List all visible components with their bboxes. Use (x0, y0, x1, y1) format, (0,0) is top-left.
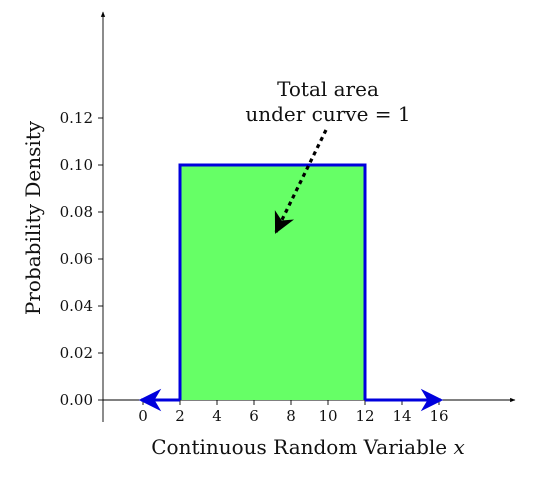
y-tick-label: 0.02 (60, 344, 93, 362)
x-tick-label: 16 (429, 407, 448, 425)
y-tick-label: 0.08 (60, 203, 93, 221)
y-tick-label: 0.04 (60, 297, 93, 315)
annotation-line-2: under curve = 1 (245, 102, 410, 126)
x-tick-label: 10 (318, 407, 337, 425)
annotation-arrow (274, 129, 328, 234)
y-tick-label: 0.12 (60, 109, 93, 127)
x-axis-title: Continuous Random Variable x (151, 435, 465, 459)
x-tick-label: 14 (392, 407, 411, 425)
x-tick-label: 0 (138, 407, 148, 425)
density-area (180, 165, 365, 400)
x-tick-label: 8 (286, 407, 296, 425)
x-tick-label: 4 (212, 407, 222, 425)
annotation-line-1: Total area (277, 77, 379, 101)
x-tick-label: 2 (175, 407, 185, 425)
y-tick-label: 0.10 (60, 156, 93, 174)
y-tick-label: 0.00 (60, 391, 93, 409)
density-outline (178, 163, 367, 400)
x-tick-label: 6 (249, 407, 259, 425)
y-tick-label: 0.06 (60, 250, 93, 268)
y-axis-title: Probability Density (21, 120, 45, 315)
x-tick-label: 12 (355, 407, 374, 425)
